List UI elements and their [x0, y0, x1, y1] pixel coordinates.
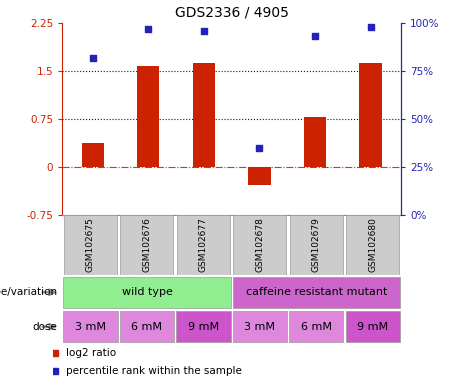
Bar: [346, 215, 399, 275]
Bar: [193, 63, 215, 167]
Bar: [233, 215, 286, 275]
Bar: [233, 277, 400, 308]
Text: 9 mM: 9 mM: [188, 322, 219, 332]
Bar: [304, 117, 326, 167]
Text: GSM102675: GSM102675: [86, 217, 95, 272]
Text: 3 mM: 3 mM: [244, 322, 275, 332]
Text: GSM102679: GSM102679: [312, 217, 321, 272]
Bar: [120, 215, 173, 275]
Bar: [176, 311, 230, 342]
Text: caffeine resistant mutant: caffeine resistant mutant: [246, 287, 387, 297]
Bar: [360, 63, 382, 167]
Point: [367, 24, 374, 30]
Text: 6 mM: 6 mM: [131, 322, 162, 332]
Bar: [137, 66, 160, 167]
Title: GDS2336 / 4905: GDS2336 / 4905: [175, 5, 289, 19]
Text: log2 ratio: log2 ratio: [65, 348, 116, 358]
Point: [89, 55, 96, 61]
Text: GSM102678: GSM102678: [255, 217, 265, 272]
Point: [256, 145, 263, 151]
Bar: [290, 215, 343, 275]
Bar: [64, 215, 117, 275]
Text: 6 mM: 6 mM: [301, 322, 332, 332]
Point: [145, 26, 152, 32]
Bar: [63, 311, 118, 342]
Bar: [289, 311, 343, 342]
Bar: [120, 311, 174, 342]
Bar: [177, 215, 230, 275]
Point: [311, 33, 319, 40]
Text: dose: dose: [33, 322, 58, 332]
Text: percentile rank within the sample: percentile rank within the sample: [65, 366, 242, 376]
Bar: [63, 277, 230, 308]
Text: GSM102676: GSM102676: [142, 217, 152, 272]
Bar: [82, 143, 104, 167]
Text: 9 mM: 9 mM: [357, 322, 389, 332]
Bar: [233, 311, 287, 342]
Text: genotype/variation: genotype/variation: [0, 287, 58, 297]
Text: wild type: wild type: [122, 287, 172, 297]
Point: [200, 28, 207, 34]
Bar: [346, 311, 400, 342]
Text: GSM102680: GSM102680: [368, 217, 378, 272]
Text: 3 mM: 3 mM: [75, 322, 106, 332]
Bar: [248, 167, 271, 185]
Text: GSM102677: GSM102677: [199, 217, 208, 272]
